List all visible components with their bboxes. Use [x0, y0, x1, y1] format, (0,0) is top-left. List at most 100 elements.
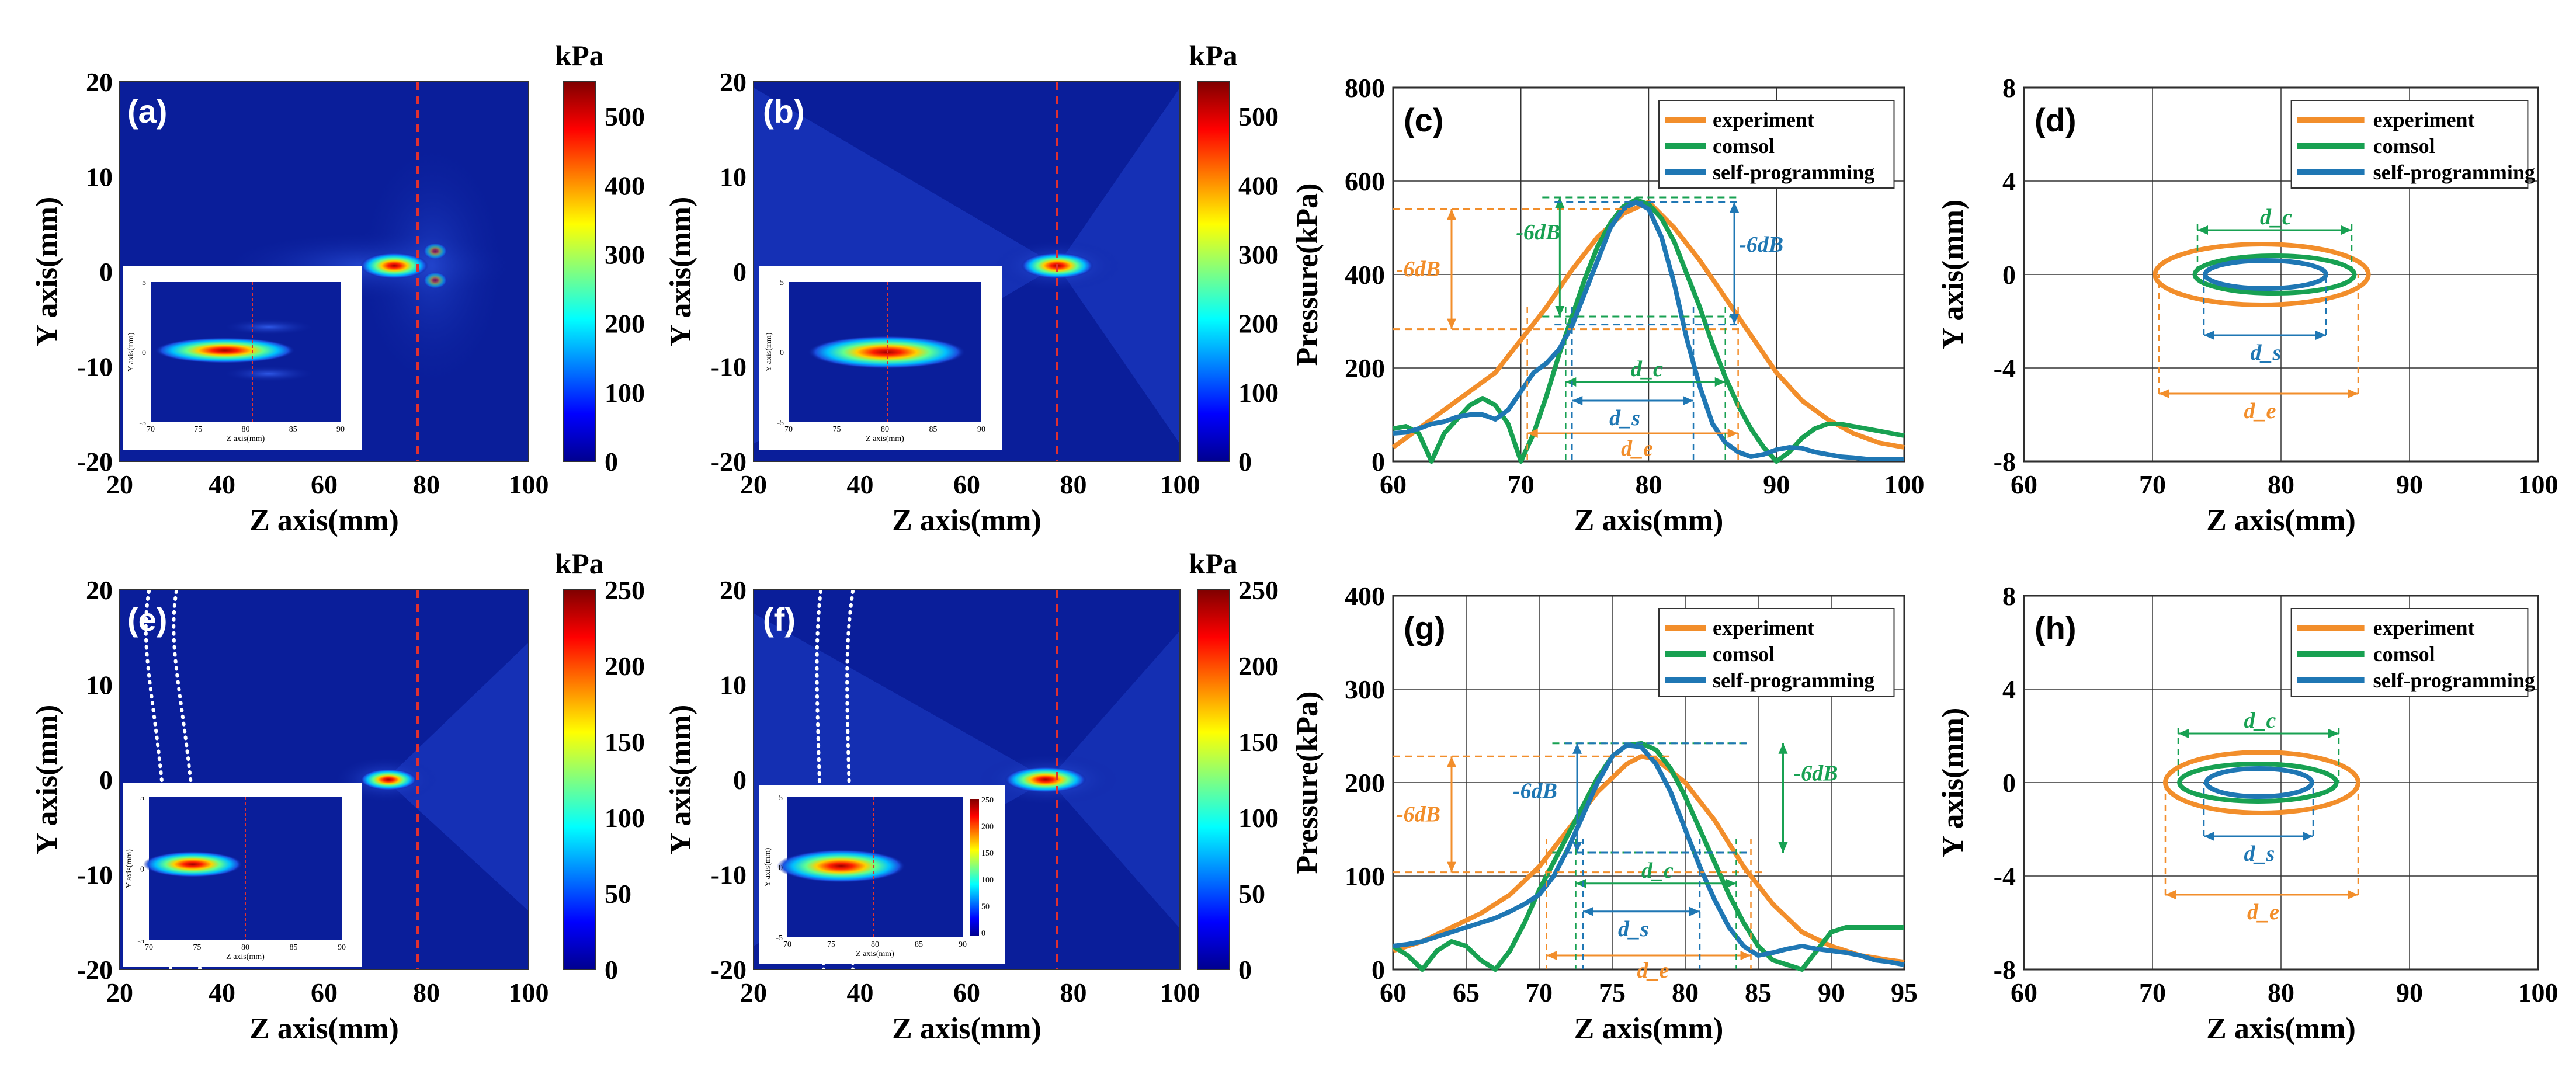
inset-xtick-f: 80	[871, 940, 879, 949]
width-arrow-c-d-head-right	[2341, 225, 2352, 235]
width-arrow-s-g-head-right	[1689, 906, 1700, 916]
inset-ylabel-a: Y axis(mm)	[127, 332, 136, 371]
width-label-s-g: d_s	[1618, 917, 1649, 941]
inset-xtick-a: 85	[289, 425, 297, 434]
inset-xtick-a: 75	[194, 425, 202, 434]
panel-label-e: (e)	[127, 601, 167, 638]
inset-a	[123, 266, 362, 450]
db-arrow-exp-c-head-top	[1447, 209, 1456, 220]
legend-label-self-programming: self-programming	[2373, 161, 2535, 184]
inset-xtick-a: 70	[147, 425, 155, 434]
xtick-label-b: 20	[740, 470, 767, 499]
yaxis-label-c: Pressure(kPa)	[1291, 183, 1324, 366]
inset-ylabel-e: Y axis(mm)	[125, 849, 134, 888]
ytick-label-d: -8	[1994, 447, 2016, 477]
colorbar-tick-f: 150	[1238, 727, 1279, 757]
ytick-label-e: -10	[77, 860, 113, 890]
inset-cbar-tick-f: 50	[981, 902, 990, 911]
xtick-label-d: 80	[2268, 470, 2294, 499]
colorbar-tick-b: 200	[1238, 309, 1279, 339]
colorbar-f	[1197, 589, 1230, 970]
db-label-comsol-g: -6dB	[1794, 761, 1838, 785]
xaxis-label-f: Z axis(mm)	[892, 1012, 1041, 1045]
colorbar-tick-e: 250	[605, 575, 645, 605]
ytick-label-g: 300	[1345, 675, 1385, 704]
colorbar-a	[563, 81, 596, 462]
db-label-exp-c: -6dB	[1396, 257, 1440, 281]
ytick-label-f: -20	[711, 955, 747, 985]
colorbar-tick-a: 100	[605, 378, 645, 408]
colorbar-tick-b: 500	[1238, 102, 1279, 131]
legend-label-comsol: comsol	[1713, 642, 1775, 666]
xtick-label-a: 80	[413, 470, 440, 499]
inset-xtick-e: 75	[193, 943, 202, 952]
inset-ytick-f: 0	[779, 864, 783, 873]
inset-xtick-e: 90	[338, 943, 346, 952]
colorbar-unit-a: kPa	[555, 39, 603, 72]
ytick-label-g: 200	[1345, 768, 1385, 798]
db-label-comsol-c: -6dB	[1516, 220, 1560, 245]
xtick-label-g: 60	[1380, 978, 1407, 1007]
legend-label-comsol: comsol	[1713, 134, 1775, 158]
inset-e	[123, 783, 362, 967]
xtick-label-g: 90	[1818, 978, 1845, 1007]
inset-ytick-b: 0	[780, 349, 784, 357]
ellipse-experiment-h	[2163, 750, 2360, 815]
ellipse-self-programming-d	[2203, 258, 2329, 291]
inset-ytick-f: 5	[779, 794, 783, 802]
xtick-label-g: 70	[1526, 978, 1553, 1007]
width-arrow-c-c-head-left	[1565, 377, 1577, 387]
colorbar-tick-e: 200	[605, 651, 645, 681]
inset-f	[759, 785, 1005, 964]
inset-ylabel-f: Y axis(mm)	[763, 847, 772, 887]
ytick-label-g: 0	[1372, 955, 1385, 985]
width-label-e-h: d_e	[2247, 900, 2279, 924]
panel-a: (a)	[119, 81, 529, 462]
xtick-label-a: 100	[509, 470, 549, 499]
xaxis-label-b: Z axis(mm)	[892, 504, 1041, 537]
colorbar-tick-f: 100	[1238, 803, 1279, 833]
xaxis-label-d: Z axis(mm)	[2206, 504, 2356, 537]
width-arrow-e-d-head-left	[2159, 389, 2169, 398]
legend-label-experiment: experiment	[1713, 616, 1814, 639]
width-label-e-g: d_e	[1637, 958, 1669, 983]
legend-label-experiment: experiment	[2373, 616, 2475, 639]
inset-ytick-a: 0	[142, 349, 146, 357]
ytick-label-a: 10	[86, 162, 113, 192]
colorbar-tick-a: 300	[605, 239, 645, 269]
width-arrow-e-c-head-right	[1727, 429, 1738, 438]
ytick-label-h: 0	[2002, 768, 2016, 798]
inset-xtick-b: 80	[881, 425, 889, 434]
ytick-label-g: 100	[1345, 861, 1385, 891]
inset-xtick-e: 85	[290, 943, 298, 952]
width-arrow-e-c-head-left	[1527, 429, 1538, 438]
width-arrow-e-g-head-right	[1740, 951, 1751, 960]
xtick-label-e: 80	[413, 978, 440, 1007]
colorbar-tick-f: 200	[1238, 651, 1279, 681]
width-label-c-g: d_c	[1641, 858, 1674, 883]
width-arrow-s-h-head-left	[2204, 832, 2214, 841]
xtick-label-b: 100	[1160, 470, 1200, 499]
ytick-label-d: 0	[2002, 260, 2016, 290]
db-arrow-exp-g-head-bottom	[1447, 861, 1456, 873]
yaxis-label-a: Y axis(mm)	[30, 197, 64, 347]
colorbar-tick-e: 100	[605, 803, 645, 833]
xaxis-label-a: Z axis(mm)	[249, 504, 399, 537]
width-label-s-c: d_s	[1609, 406, 1640, 430]
ytick-label-a: -20	[77, 447, 113, 477]
xtick-label-h: 90	[2396, 978, 2423, 1007]
xtick-label-h: 60	[2011, 978, 2037, 1007]
colorbar-tick-b: 300	[1238, 239, 1279, 269]
colorbar-tick-b: 0	[1238, 447, 1252, 477]
width-label-c-c: d_c	[1631, 357, 1663, 381]
width-arrow-s-d-head-right	[2315, 331, 2326, 340]
xtick-label-f: 40	[847, 978, 874, 1007]
width-arrow-s-c-head-left	[1572, 396, 1583, 405]
xtick-label-f: 100	[1160, 978, 1200, 1007]
colorbar-tick-e: 0	[605, 955, 618, 985]
inset-xtick-b: 85	[929, 425, 938, 434]
xtick-label-g: 85	[1745, 978, 1772, 1007]
ytick-label-c: 0	[1372, 447, 1385, 477]
panel-label-a: (a)	[127, 93, 167, 130]
xtick-label-f: 80	[1060, 978, 1087, 1007]
